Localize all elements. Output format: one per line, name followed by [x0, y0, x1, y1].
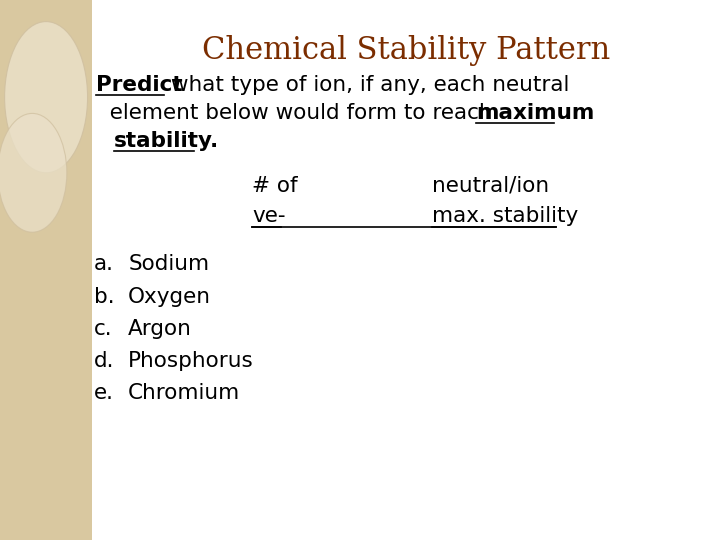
Text: # of: # of [252, 176, 297, 195]
Text: neutral/ion: neutral/ion [432, 176, 549, 195]
Text: Phosphorus: Phosphorus [128, 351, 254, 371]
Text: element below would form to reach: element below would form to reach [96, 103, 499, 123]
Text: ve-: ve- [252, 206, 286, 226]
Text: what type of ion, if any, each neutral: what type of ion, if any, each neutral [164, 75, 570, 94]
Text: max. stability: max. stability [432, 206, 578, 226]
Text: c.: c. [94, 319, 112, 339]
Text: Argon: Argon [128, 319, 192, 339]
Ellipse shape [0, 113, 67, 232]
Bar [0, 0, 92, 540]
Ellipse shape [4, 22, 88, 173]
Text: Predict: Predict [96, 75, 182, 94]
Text: maximum: maximum [476, 103, 594, 123]
Text: Chemical Stability Pattern: Chemical Stability Pattern [202, 35, 611, 66]
Text: e.: e. [94, 383, 114, 403]
Text: d.: d. [94, 351, 114, 371]
Text: Chromium: Chromium [128, 383, 240, 403]
Text: Sodium: Sodium [128, 254, 210, 274]
Text: b.: b. [94, 287, 114, 307]
Text: Oxygen: Oxygen [128, 287, 211, 307]
Text: a.: a. [94, 254, 114, 274]
Text: stability.: stability. [114, 131, 219, 151]
